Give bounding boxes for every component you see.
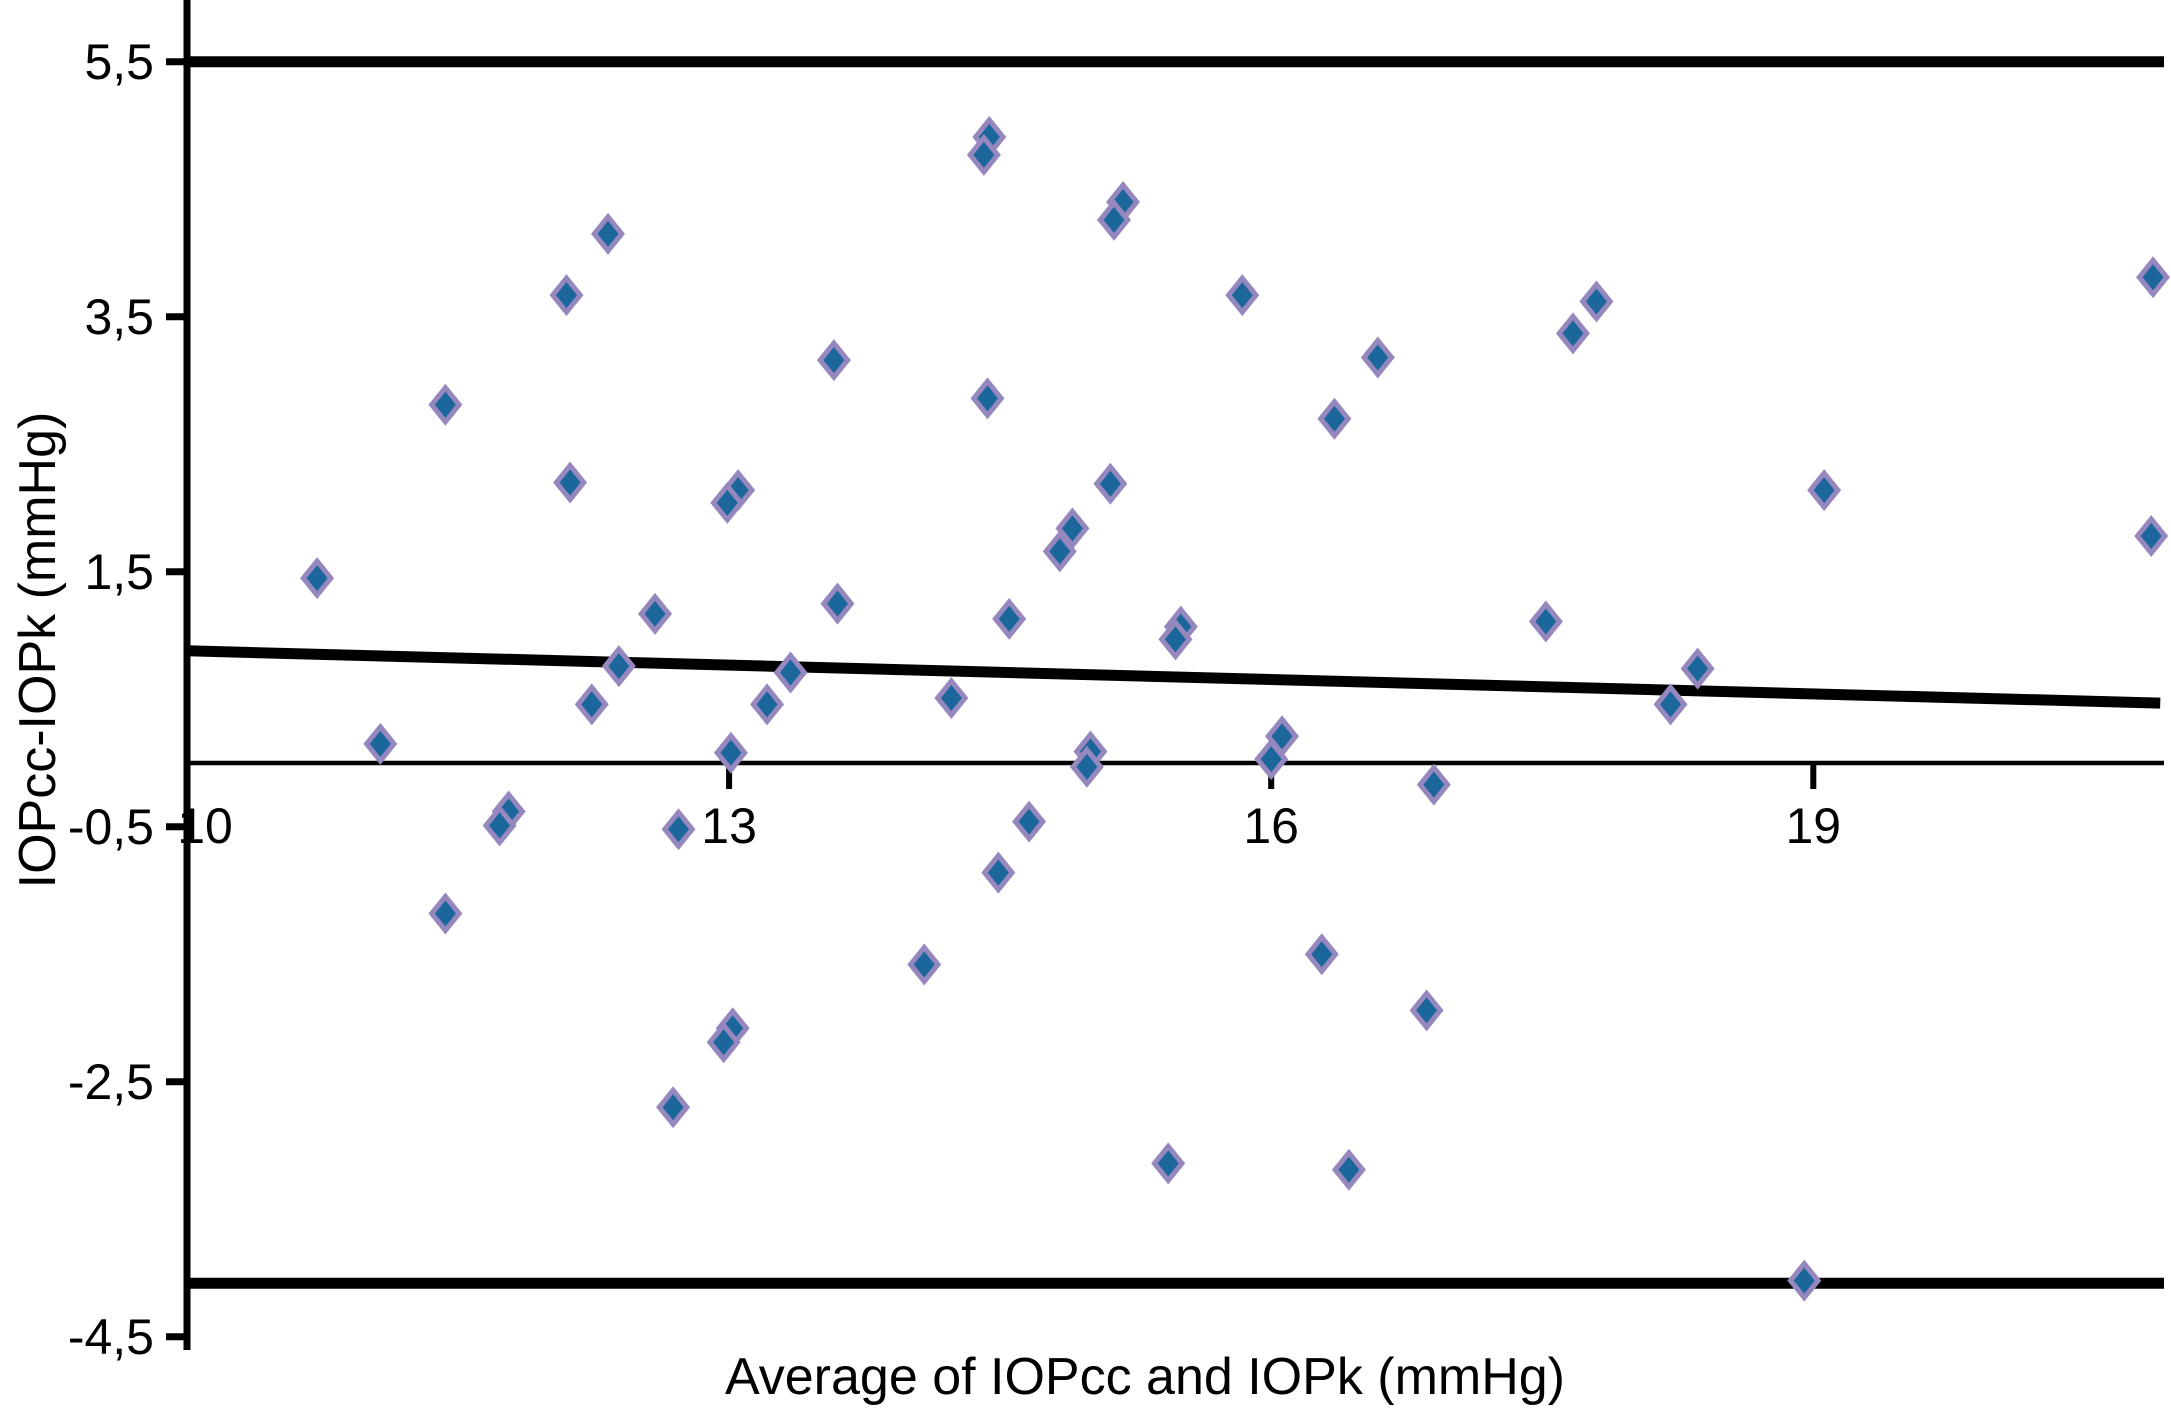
data-point (1423, 771, 1445, 798)
y-axis-title: IOPcc-IOPk (mmHg) (9, 411, 67, 889)
data-point (1687, 655, 1709, 682)
x-tick-label: 16 (1243, 798, 1299, 854)
data-point (1660, 691, 1682, 718)
data-point (973, 141, 995, 168)
data-point (489, 812, 511, 839)
data-point (668, 816, 690, 843)
data-point (1367, 344, 1389, 371)
data-point (1793, 1267, 1815, 1294)
data-point (644, 600, 666, 627)
data-point (1562, 320, 1584, 347)
data-point (987, 859, 1009, 886)
y-tick-label: -0,5 (68, 799, 154, 855)
data-point (1311, 941, 1333, 968)
x-tick-label: 10 (177, 798, 233, 854)
data-point (1535, 608, 1557, 635)
data-point (780, 659, 802, 686)
data-point (1231, 282, 1253, 309)
data-point (434, 391, 456, 418)
x-tick-label: 13 (701, 798, 757, 854)
data-point (756, 691, 778, 718)
data-point (940, 684, 962, 711)
data-point (1076, 753, 1098, 780)
data-point (1164, 626, 1186, 653)
data-point (1271, 723, 1293, 750)
data-point (1157, 1150, 1179, 1177)
y-tick-label: 1,5 (84, 544, 154, 600)
x-axis-title: Average of IOPcc and IOPk (mmHg) (725, 1348, 1565, 1406)
y-tick-label: 5,5 (84, 34, 154, 90)
data-point (1061, 515, 1083, 542)
data-point (1099, 470, 1121, 497)
data-point (2140, 523, 2162, 550)
y-tick-label: -4,5 (68, 1309, 154, 1365)
data-point (1260, 746, 1282, 773)
data-point (977, 385, 999, 412)
x-tick-label: 19 (1785, 798, 1841, 854)
data-point (1323, 405, 1345, 432)
data-point (1585, 288, 1607, 315)
data-point (559, 469, 581, 496)
data-point (581, 691, 603, 718)
data-point (662, 1094, 684, 1121)
data-point (1338, 1156, 1360, 1183)
data-point (716, 489, 738, 516)
data-point (823, 347, 845, 374)
data-point (434, 900, 456, 927)
y-tick-label: -2,5 (68, 1054, 154, 1110)
data-point (369, 730, 391, 757)
bias-trend-line (186, 645, 2161, 709)
data-point (998, 605, 1020, 632)
y-tick-label: 3,5 (84, 289, 154, 345)
data-point (720, 739, 742, 766)
data-point (1049, 538, 1071, 565)
data-point (555, 282, 577, 309)
data-point (1018, 808, 1040, 835)
data-point (2142, 264, 2164, 291)
data-point (597, 220, 619, 247)
data-point (306, 565, 328, 592)
data-point (827, 590, 849, 617)
data-point (1416, 997, 1438, 1024)
data-point (713, 1029, 735, 1056)
data-point (913, 951, 935, 978)
data-point (1103, 206, 1125, 233)
data-point (608, 653, 630, 680)
data-point (1813, 477, 1835, 504)
